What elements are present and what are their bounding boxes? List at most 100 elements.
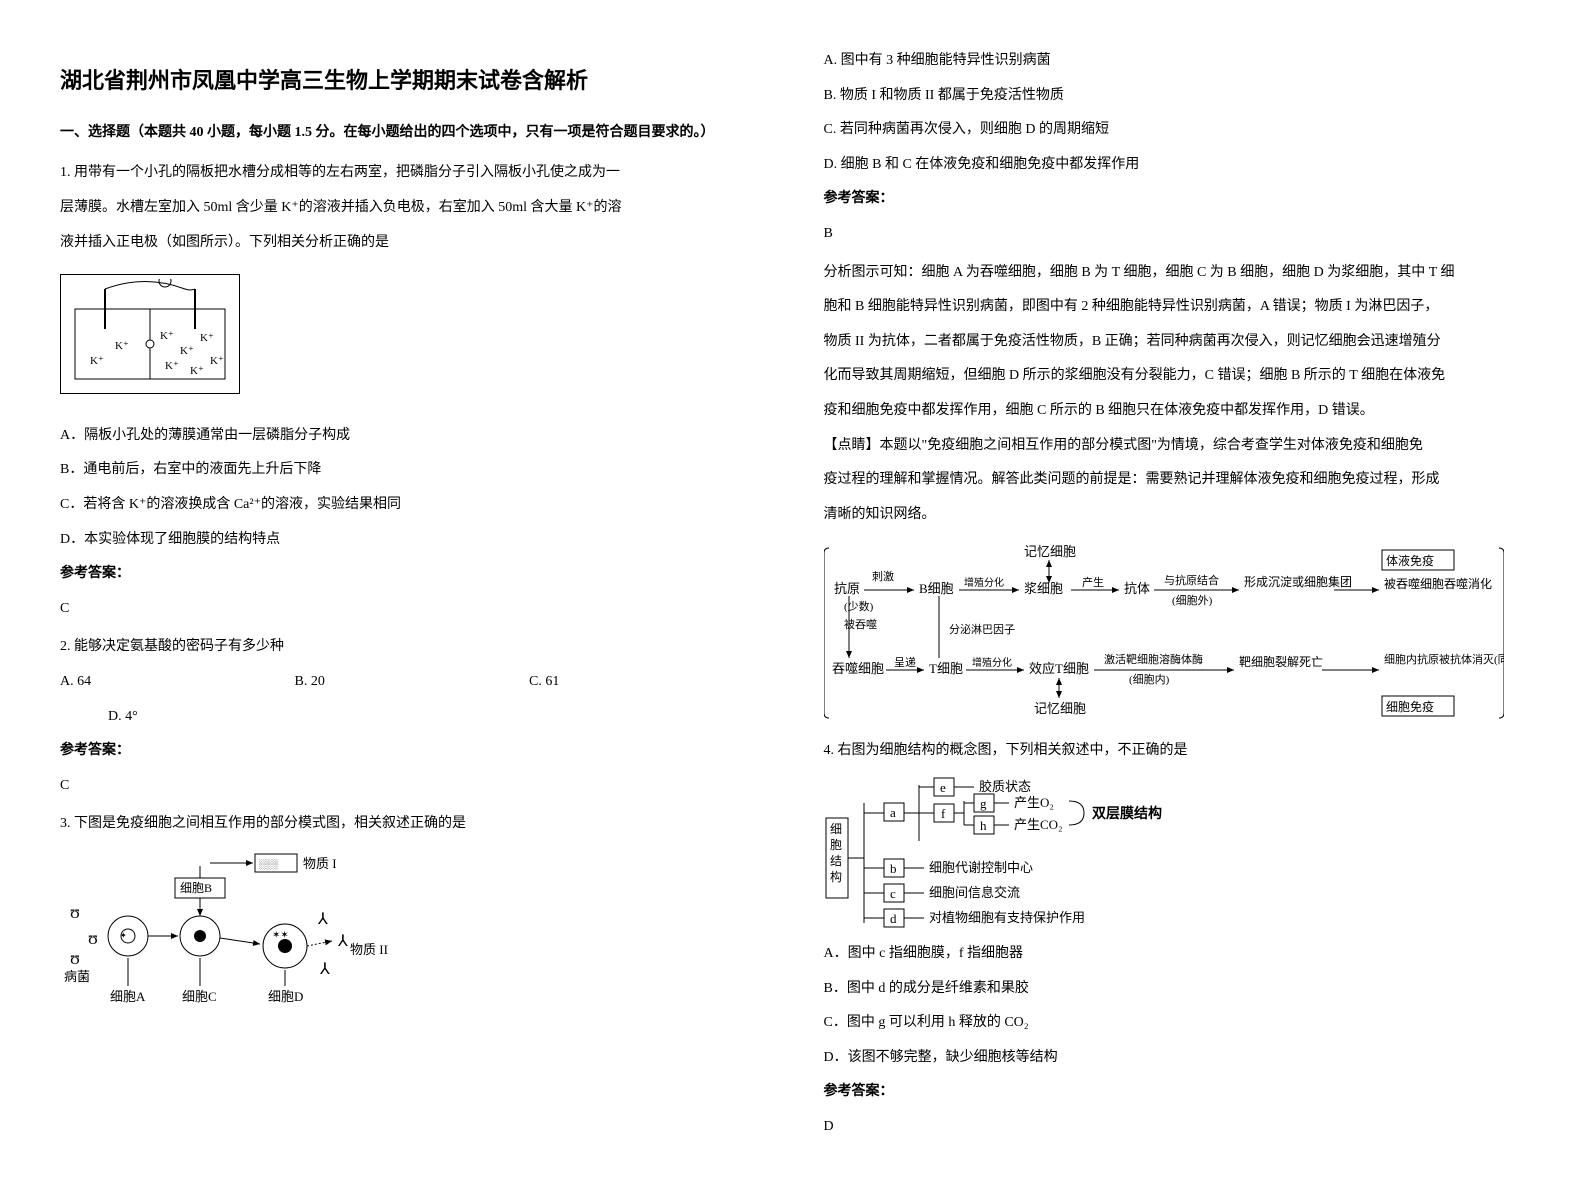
svg-text:细胞D: 细胞D xyxy=(268,989,303,1004)
q2-answer: C xyxy=(60,773,764,800)
q3-tip-3: 清晰的知识网络。 xyxy=(824,502,1528,529)
svg-text:K⁺: K⁺ xyxy=(200,332,214,344)
svg-text:浆细胞: 浆细胞 xyxy=(1024,581,1063,596)
q1-figure: K⁺ K⁺ K⁺ K⁺ K⁺ K⁺ K⁺ K⁺ xyxy=(60,274,240,394)
svg-text:吞噬细胞: 吞噬细胞 xyxy=(832,661,884,676)
q1-stem-line3: 液并插入正电极（如图所示）。下列相关分析正确的是 xyxy=(60,230,764,257)
q3-explain-2: 胞和 B 细胞能特异性识别病菌，即图中有 2 种细胞能特异性识别病菌，A 错误；… xyxy=(824,294,1528,321)
svg-text:激活靶细胞溶酶体酶: 激活靶细胞溶酶体酶 xyxy=(1104,652,1203,666)
svg-text:K⁺: K⁺ xyxy=(160,330,174,342)
q4-stem: 4. 右图为细胞结构的概念图，下列相关叙述中，不正确的是 xyxy=(824,738,1528,765)
svg-text:(少数): (少数) xyxy=(844,600,874,613)
q4-answer: D xyxy=(824,1114,1528,1141)
svg-text:░░░: ░░░ xyxy=(259,859,279,870)
q4-answer-label: 参考答案： xyxy=(824,1079,1528,1106)
svg-text:a: a xyxy=(890,805,896,820)
q4-option-c: C．图中 g 可以利用 h 释放的 CO₂ xyxy=(824,1010,1528,1037)
q3-explain-3: 物质 II 为抗体，二者都属于免疫活性物质，B 正确；若同种病菌再次侵入，则记忆… xyxy=(824,329,1528,356)
q1-option-c: C．若将含 K⁺的溶液换成含 Ca²⁺的溶液，实验结果相同 xyxy=(60,492,764,519)
svg-text:抗体: 抗体 xyxy=(1124,581,1150,596)
q4-figure: 细 胞 结 构 a e 胶质状态 xyxy=(824,773,1528,933)
svg-text:c: c xyxy=(890,886,896,901)
svg-text:T细胞: T细胞 xyxy=(929,661,963,676)
svg-text:细胞内抗原被抗体消灭(同上): 细胞内抗原被抗体消灭(同上) xyxy=(1384,652,1504,666)
svg-text:抗原: 抗原 xyxy=(834,581,860,596)
svg-text:K⁺: K⁺ xyxy=(190,365,204,377)
q3-explain-5: 疫和细胞免疫中都发挥作用，细胞 C 所示的 B 细胞只在体液免疫中都发挥作用，D… xyxy=(824,398,1528,425)
svg-text:形成沉淀或细胞集团: 形成沉淀或细胞集团 xyxy=(1244,574,1352,589)
svg-text:胶质状态: 胶质状态 xyxy=(979,779,1031,794)
svg-text:记忆细胞: 记忆细胞 xyxy=(1024,544,1076,559)
svg-text:靶细胞裂解死亡: 靶细胞裂解死亡 xyxy=(1239,655,1323,669)
q4-option-a: A．图中 c 指细胞膜，f 指细胞器 xyxy=(824,941,1528,968)
svg-text:B细胞: B细胞 xyxy=(919,581,954,596)
q2-option-a: A. 64 xyxy=(60,669,295,696)
svg-text:⅄: ⅄ xyxy=(317,911,328,928)
q1-option-b: B．通电前后，右室中的液面先上升后下降 xyxy=(60,457,764,484)
q1-answer: C xyxy=(60,596,764,623)
svg-text:⅄: ⅄ xyxy=(337,933,348,950)
svg-text:对植物细胞有支持保护作用: 对植物细胞有支持保护作用 xyxy=(929,910,1085,925)
svg-text:结: 结 xyxy=(830,854,842,868)
svg-text:刺激: 刺激 xyxy=(872,569,894,583)
svg-text:细胞A: 细胞A xyxy=(110,989,146,1004)
q3-option-b: B. 物质 I 和物质 II 都属于免疫活性物质 xyxy=(824,83,1528,110)
svg-text:产生O₂: 产生O₂ xyxy=(1014,795,1054,810)
svg-text:ʊ: ʊ xyxy=(70,948,80,968)
q1-answer-label: 参考答案： xyxy=(60,561,764,588)
svg-text:(细胞内): (细胞内) xyxy=(1129,672,1170,686)
svg-text:分泌淋巴因子: 分泌淋巴因子 xyxy=(949,623,1015,636)
section-heading: 一、选择题（本题共 40 小题，每小题 1.5 分。在每小题给出的四个选项中，只… xyxy=(60,120,764,147)
q3-figure: ░░░ 物质 I 细胞B ✦ ✶✶ xyxy=(60,846,764,1016)
svg-text:K⁺: K⁺ xyxy=(180,345,194,357)
q3-option-a: A. 图中有 3 种细胞能特异性识别病菌 xyxy=(824,48,1528,75)
svg-text:f: f xyxy=(941,806,946,821)
svg-text:双层膜结构: 双层膜结构 xyxy=(1092,805,1162,822)
q4-option-b: B．图中 d 的成分是纤维素和果胶 xyxy=(824,976,1528,1003)
svg-text:呈递: 呈递 xyxy=(894,655,916,669)
svg-text:效应T细胞: 效应T细胞 xyxy=(1029,661,1089,676)
q3-option-d: D. 细胞 B 和 C 在体液免疫和细胞免疫中都发挥作用 xyxy=(824,152,1528,179)
svg-text:细胞免疫: 细胞免疫 xyxy=(1386,699,1434,714)
svg-text:增殖分化: 增殖分化 xyxy=(972,656,1012,669)
svg-text:细胞代谢控制中心: 细胞代谢控制中心 xyxy=(929,860,1033,875)
svg-text:K⁺: K⁺ xyxy=(165,360,179,372)
svg-text:e: e xyxy=(940,780,946,795)
svg-text:增殖分化: 增殖分化 xyxy=(964,576,1004,589)
q1-stem-line1: 1. 用带有一个小孔的隔板把水槽分成相等的左右两室，把磷脂分子引入隔板小孔使之成… xyxy=(60,160,764,187)
svg-text:物质 I: 物质 I xyxy=(303,856,337,871)
page-title: 湖北省荆州市凤凰中学高三生物上学期期末试卷含解析 xyxy=(60,60,764,102)
svg-text:ʊ: ʊ xyxy=(88,928,98,948)
q3-answer-label: 参考答案： xyxy=(824,186,1528,213)
svg-text:胞: 胞 xyxy=(830,838,842,852)
svg-text:细胞间信息交流: 细胞间信息交流 xyxy=(929,885,1020,900)
q3-tip-1: 【点睛】本题以"免疫细胞之间相互作用的部分模式图"为情境，综合考查学生对体液免疫… xyxy=(824,433,1528,460)
q3-option-c: C. 若同种病菌再次侵入，则细胞 D 的周期缩短 xyxy=(824,117,1528,144)
svg-text:病菌: 病菌 xyxy=(64,969,90,984)
q3-explain-4: 化而导致其周期缩短，但细胞 D 所示的浆细胞没有分裂能力，C 错误；细胞 B 所… xyxy=(824,363,1528,390)
q1-stem-line2: 层薄膜。水槽左室加入 50ml 含少量 K⁺的溶液并插入负电极，右室加入 50m… xyxy=(60,195,764,222)
svg-text:K⁺: K⁺ xyxy=(90,355,104,367)
q3-tip-2: 疫过程的理解和掌握情况。解答此类问题的前提是：需要熟记并理解体液免疫和细胞免疫过… xyxy=(824,467,1528,494)
svg-text:(细胞外): (细胞外) xyxy=(1172,594,1213,607)
q4-option-d: D．该图不够完整，缺少细胞核等结构 xyxy=(824,1045,1528,1072)
svg-text:细胞B: 细胞B xyxy=(180,881,212,895)
svg-text:构: 构 xyxy=(830,869,842,884)
q2-option-c: C. 61 xyxy=(529,669,764,696)
q2-answer-label: 参考答案： xyxy=(60,738,764,765)
svg-text:ʊ: ʊ xyxy=(70,902,80,922)
q2-option-b: B. 20 xyxy=(295,669,530,696)
svg-text:细: 细 xyxy=(830,822,842,836)
svg-text:d: d xyxy=(890,911,897,926)
svg-text:记忆细胞: 记忆细胞 xyxy=(1034,701,1086,716)
svg-text:K⁺: K⁺ xyxy=(115,340,129,352)
q3-explain-1: 分析图示可知：细胞 A 为吞噬细胞，细胞 B 为 T 细胞，细胞 C 为 B 细… xyxy=(824,260,1528,287)
svg-text:与抗原结合: 与抗原结合 xyxy=(1164,573,1219,587)
immunity-diagram: 记忆细胞 抗原 刺激 B细胞 增殖分化 浆细胞 产生 抗体 与抗原结合 (细胞外… xyxy=(824,538,1528,728)
q2-option-d: D. 4° xyxy=(108,704,764,731)
svg-text:产生: 产生 xyxy=(1082,575,1104,589)
svg-text:物质 II: 物质 II xyxy=(350,942,388,957)
svg-text:体液免疫: 体液免疫 xyxy=(1386,553,1434,568)
svg-text:b: b xyxy=(890,861,897,876)
svg-text:h: h xyxy=(980,818,987,833)
